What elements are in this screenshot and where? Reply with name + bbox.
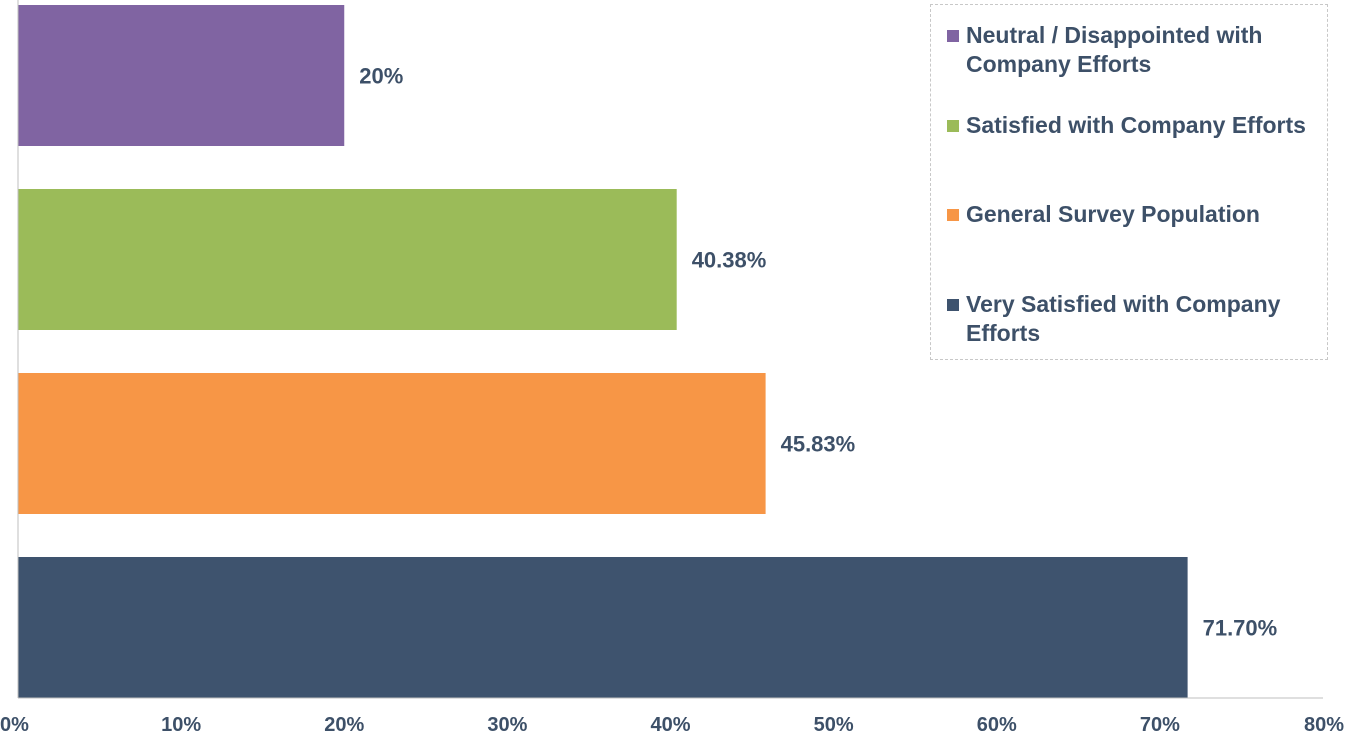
x-tick-label: 10% (161, 714, 201, 736)
legend-item-general: General Survey Population (947, 200, 1319, 229)
legend-item-very-satisfied: Very Satisfied with Company Efforts (947, 290, 1319, 348)
legend-swatch-very-satisfied (947, 299, 959, 311)
bar-satisfied (18, 189, 677, 330)
bar-very-satisfied (18, 557, 1188, 698)
legend-label-general: General Survey Population (966, 201, 1260, 227)
value-label-satisfied: 40.38% (692, 248, 767, 273)
bars-layer (18, 5, 1188, 698)
legend-item-neutral: Neutral / Disappointed with Company Effo… (947, 21, 1319, 79)
x-tick-label: 50% (814, 714, 854, 736)
legend-item-satisfied: Satisfied with Company Efforts (947, 111, 1319, 140)
value-label-general: 45.83% (781, 432, 856, 457)
x-tick-label: 40% (650, 714, 690, 736)
legend: Neutral / Disappointed with Company Effo… (930, 4, 1328, 360)
x-tick-label: 80% (1304, 714, 1344, 736)
x-tick-label: 30% (487, 714, 527, 736)
legend-label-neutral: Neutral / Disappointed with Company Effo… (966, 22, 1263, 77)
legend-swatch-neutral (947, 30, 959, 42)
bar-neutral (18, 5, 345, 146)
legend-label-very-satisfied: Very Satisfied with Company Efforts (966, 291, 1281, 346)
x-tick-label: 60% (977, 714, 1017, 736)
value-labels-layer: 20% 40.38% 45.83% 71.70% (359, 64, 1277, 641)
x-tick-label: 70% (1140, 714, 1180, 736)
legend-label-satisfied: Satisfied with Company Efforts (966, 112, 1306, 138)
value-label-very-satisfied: 71.70% (1203, 616, 1278, 641)
bar-general (18, 373, 766, 514)
x-tick-label: 0% (0, 714, 29, 736)
legend-swatch-general (947, 209, 959, 221)
x-axis-ticks: 0% 10% 20% 30% 40% 50% 60% 70% 80% (0, 714, 1344, 736)
value-label-neutral: 20% (359, 64, 403, 89)
x-tick-label: 20% (324, 714, 364, 736)
legend-swatch-satisfied (947, 120, 959, 132)
